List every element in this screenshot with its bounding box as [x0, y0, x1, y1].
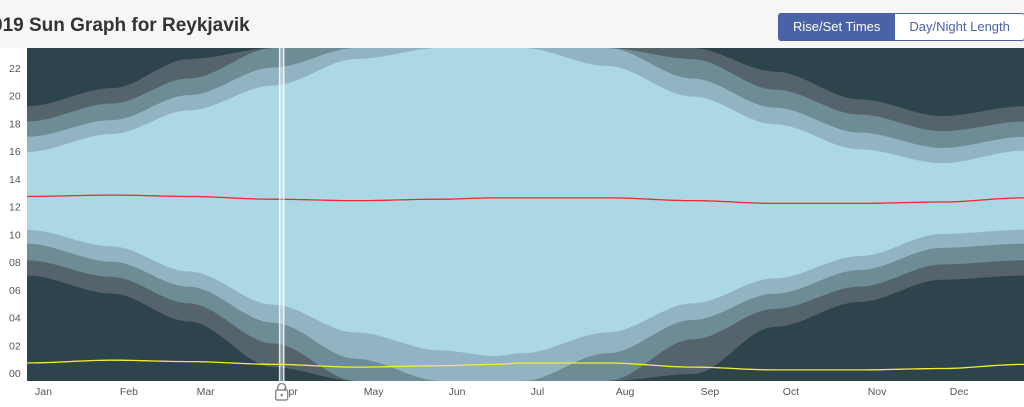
page-title: 019 Sun Graph for Reykjavik — [0, 15, 250, 36]
y-tick-label: 16 — [9, 146, 21, 158]
solar-noon-line — [26, 194, 1024, 205]
night-band-evening — [27, 48, 1024, 116]
x-tick-label: Feb — [120, 386, 138, 398]
x-tick-label: Dec — [950, 386, 969, 398]
tab-rise-set-times[interactable]: Rise/Set Times — [778, 13, 896, 41]
view-toggle: Rise/Set Times Day/Night Length — [778, 13, 1024, 41]
x-tick-label: Jun — [449, 386, 466, 398]
y-tick-label: 12 — [9, 202, 21, 214]
y-tick-label: 10 — [9, 229, 21, 241]
x-tick-label: Aug — [616, 386, 635, 398]
header-bar: 019 Sun Graph for Reykjavik Rise/Set Tim… — [0, 0, 1024, 48]
lock-icon[interactable] — [275, 382, 289, 401]
y-tick-label: 04 — [9, 313, 21, 325]
x-tick-label: Oct — [783, 386, 799, 398]
x-tick-label: May — [364, 386, 385, 398]
y-tick-label: 20 — [9, 91, 21, 103]
y-tick-label: 06 — [9, 285, 21, 297]
x-tick-label: Jul — [531, 386, 544, 398]
x-tick-label: Sep — [701, 386, 720, 398]
solar-midnight-line — [26, 359, 1024, 371]
night-band-morning — [27, 275, 1024, 381]
y-tick-label: 14 — [9, 174, 21, 186]
y-tick-label: 02 — [9, 340, 21, 352]
x-tick-label: Mar — [197, 386, 216, 398]
x-tick-label: Nov — [868, 386, 887, 398]
tab-day-night-length[interactable]: Day/Night Length — [895, 13, 1024, 41]
y-tick-label: 18 — [9, 118, 21, 130]
y-tick-label: 22 — [9, 63, 21, 75]
x-tick-label: Jan — [35, 386, 52, 398]
y-tick-label: 08 — [9, 257, 21, 269]
y-tick-label: 00 — [9, 368, 21, 380]
date-marker-band — [278, 48, 285, 381]
